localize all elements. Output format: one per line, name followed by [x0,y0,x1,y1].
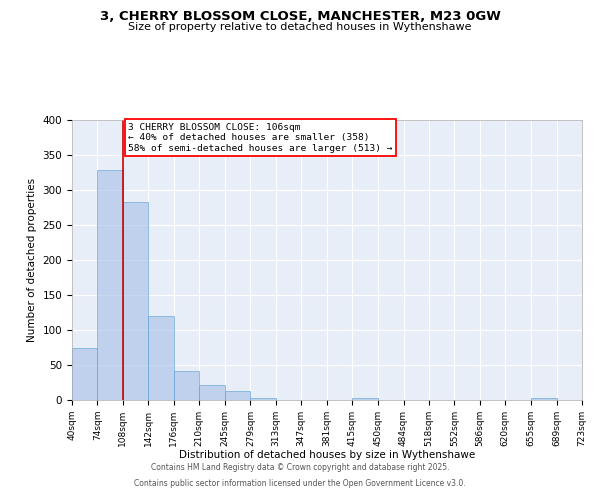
Text: Contains public sector information licensed under the Open Government Licence v3: Contains public sector information licen… [134,478,466,488]
Bar [72,348,97,400]
Bar [531,398,557,400]
Bar [148,316,173,400]
X-axis label: Distribution of detached houses by size in Wythenshawe: Distribution of detached houses by size … [179,450,475,460]
Bar [225,391,250,400]
Bar [97,170,123,400]
Bar [250,398,276,400]
Y-axis label: Number of detached properties: Number of detached properties [27,178,37,342]
Bar [352,398,378,400]
Text: 3 CHERRY BLOSSOM CLOSE: 106sqm
← 40% of detached houses are smaller (358)
58% of: 3 CHERRY BLOSSOM CLOSE: 106sqm ← 40% of … [128,123,393,152]
Bar [199,384,225,400]
Text: 3, CHERRY BLOSSOM CLOSE, MANCHESTER, M23 0GW: 3, CHERRY BLOSSOM CLOSE, MANCHESTER, M23… [100,10,500,23]
Text: Size of property relative to detached houses in Wythenshawe: Size of property relative to detached ho… [128,22,472,32]
Text: Contains HM Land Registry data © Crown copyright and database right 2025.: Contains HM Land Registry data © Crown c… [151,464,449,472]
Bar [173,370,199,400]
Bar [123,202,148,400]
